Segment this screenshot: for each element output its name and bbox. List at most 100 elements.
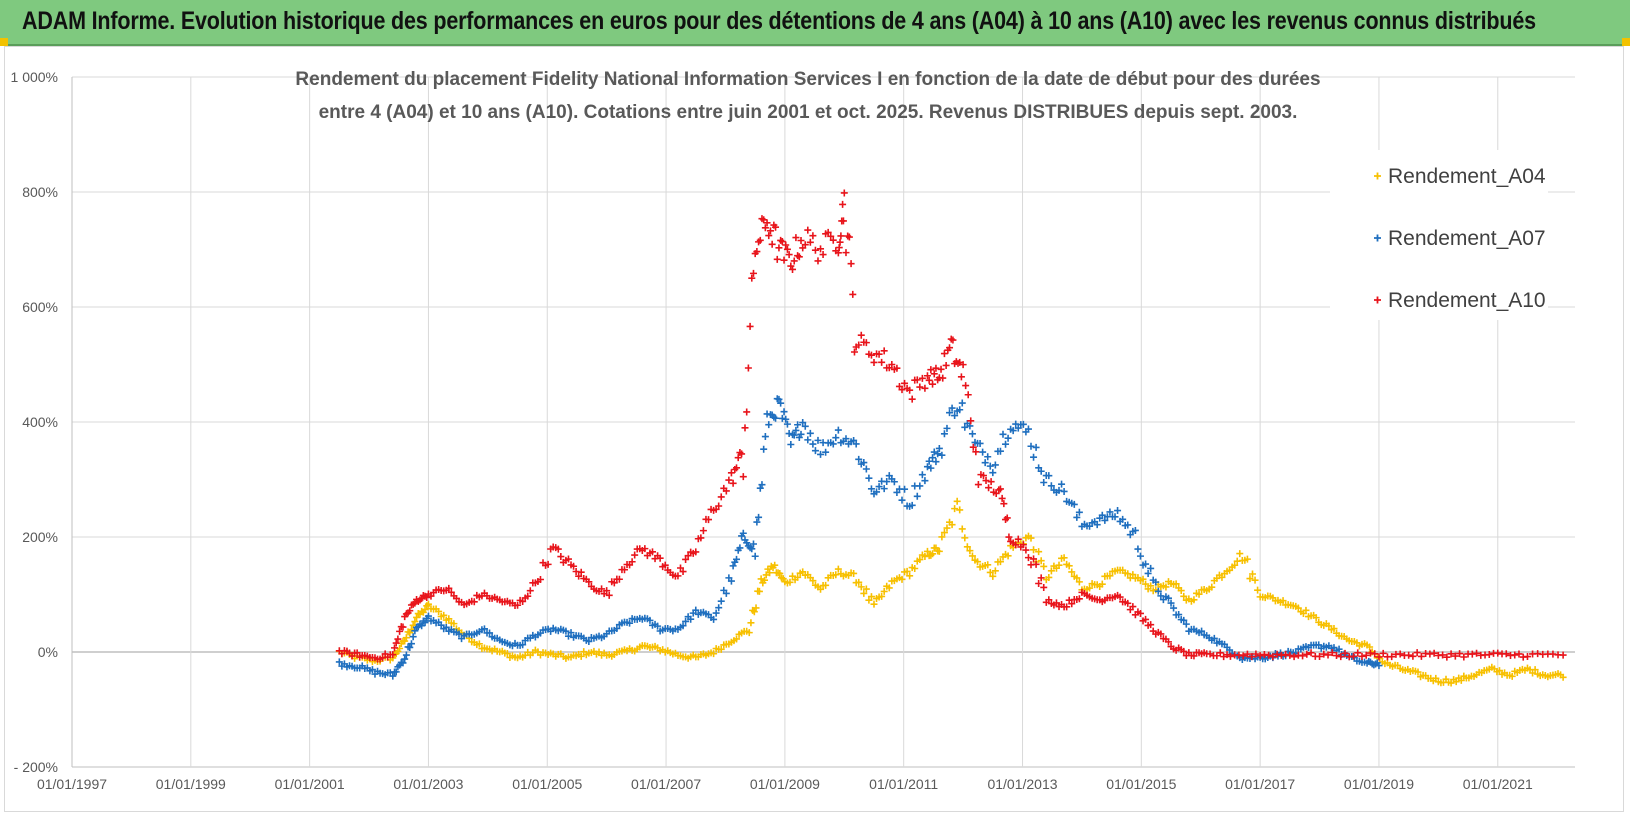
data-point	[1000, 500, 1008, 508]
data-point	[940, 350, 948, 358]
data-point	[1303, 650, 1311, 658]
data-point	[648, 548, 656, 556]
data-point	[958, 399, 966, 407]
data-point	[1180, 616, 1188, 624]
data-point	[1495, 667, 1503, 675]
series-Rendement_A10	[335, 189, 1567, 663]
data-point	[1144, 569, 1152, 577]
data-point	[1375, 662, 1383, 670]
data-point	[794, 573, 802, 581]
data-point	[697, 534, 705, 542]
data-point	[790, 257, 798, 265]
data-point	[407, 626, 415, 634]
data-point	[946, 409, 954, 417]
y-tick-label: 800%	[22, 184, 58, 200]
data-point	[1265, 651, 1273, 659]
data-point	[797, 236, 805, 244]
data-point	[1362, 651, 1370, 659]
data-point	[1531, 666, 1539, 674]
data-point	[930, 370, 938, 378]
data-point	[631, 551, 639, 559]
data-point	[1147, 564, 1155, 572]
data-point	[862, 465, 870, 473]
data-point	[1030, 555, 1038, 563]
data-point	[976, 439, 984, 447]
data-point	[801, 241, 809, 249]
data-point	[968, 552, 976, 560]
data-point	[1063, 603, 1071, 611]
data-point	[940, 430, 948, 438]
data-point	[682, 555, 690, 563]
data-point	[722, 589, 730, 597]
x-tick-label: 01/01/2019	[1344, 776, 1414, 792]
data-point	[536, 576, 544, 584]
data-point	[440, 611, 448, 619]
data-point	[1457, 676, 1465, 684]
data-point	[763, 219, 771, 227]
data-point	[1073, 513, 1081, 521]
data-point	[1024, 425, 1032, 433]
data-point	[998, 494, 1006, 502]
data-point	[620, 566, 628, 574]
data-point	[684, 552, 692, 560]
x-tick-label: 01/01/1999	[156, 776, 226, 792]
data-point	[1027, 442, 1035, 450]
data-point	[1251, 576, 1259, 584]
data-point	[745, 629, 753, 637]
legend: Rendement_A04 Rendement_A07 Rendement_A10	[1330, 150, 1548, 320]
data-point	[761, 224, 769, 232]
data-point	[824, 228, 832, 236]
data-point	[870, 600, 878, 608]
axis-labels: 1 000% 800% 600% 400% 200% 0% - 200%01/01/1997…	[11, 69, 1533, 792]
data-point	[1030, 546, 1038, 554]
chart-title-line-2: entre 4 (A04) et 10 ans (A10). Cotations…	[319, 102, 1298, 123]
data-point	[857, 583, 865, 591]
data-point	[916, 383, 924, 391]
data-point	[916, 556, 924, 564]
data-point	[865, 596, 873, 604]
data-point	[817, 450, 825, 458]
data-point	[628, 558, 636, 566]
data-point	[424, 612, 432, 620]
data-point	[758, 481, 766, 489]
data-point	[755, 513, 763, 521]
data-point	[867, 485, 875, 493]
data-point	[870, 358, 878, 366]
data-point	[1249, 570, 1256, 578]
data-point	[849, 290, 857, 298]
data-point	[940, 529, 948, 537]
data-point	[850, 348, 858, 356]
data-point	[1439, 651, 1447, 659]
data-point	[1124, 570, 1132, 578]
data-point	[1417, 652, 1425, 660]
data-point	[402, 634, 410, 642]
data-point	[842, 249, 850, 257]
data-point	[1009, 427, 1017, 435]
data-point	[712, 609, 720, 617]
data-point	[775, 395, 783, 403]
data-point	[934, 450, 942, 458]
data-point	[799, 419, 807, 427]
legend-marker	[1374, 172, 1381, 180]
data-point	[913, 492, 921, 500]
data-point	[1388, 653, 1396, 661]
x-tick-label: 01/01/2011	[869, 776, 938, 792]
data-point	[992, 489, 1000, 497]
data-point	[834, 565, 842, 573]
data-point	[679, 622, 687, 630]
data-point	[1136, 552, 1144, 560]
data-point	[811, 447, 819, 455]
data-point	[1456, 650, 1464, 658]
data-point	[1101, 516, 1109, 524]
data-point	[1239, 652, 1247, 660]
data-point	[948, 404, 956, 412]
data-point	[927, 464, 935, 472]
data-point	[979, 448, 987, 456]
data-point	[946, 344, 954, 352]
data-point	[913, 376, 921, 384]
data-point	[827, 232, 835, 240]
data-point	[699, 527, 707, 535]
data-point	[739, 529, 747, 537]
data-point	[575, 572, 583, 580]
data-point	[1022, 546, 1030, 554]
